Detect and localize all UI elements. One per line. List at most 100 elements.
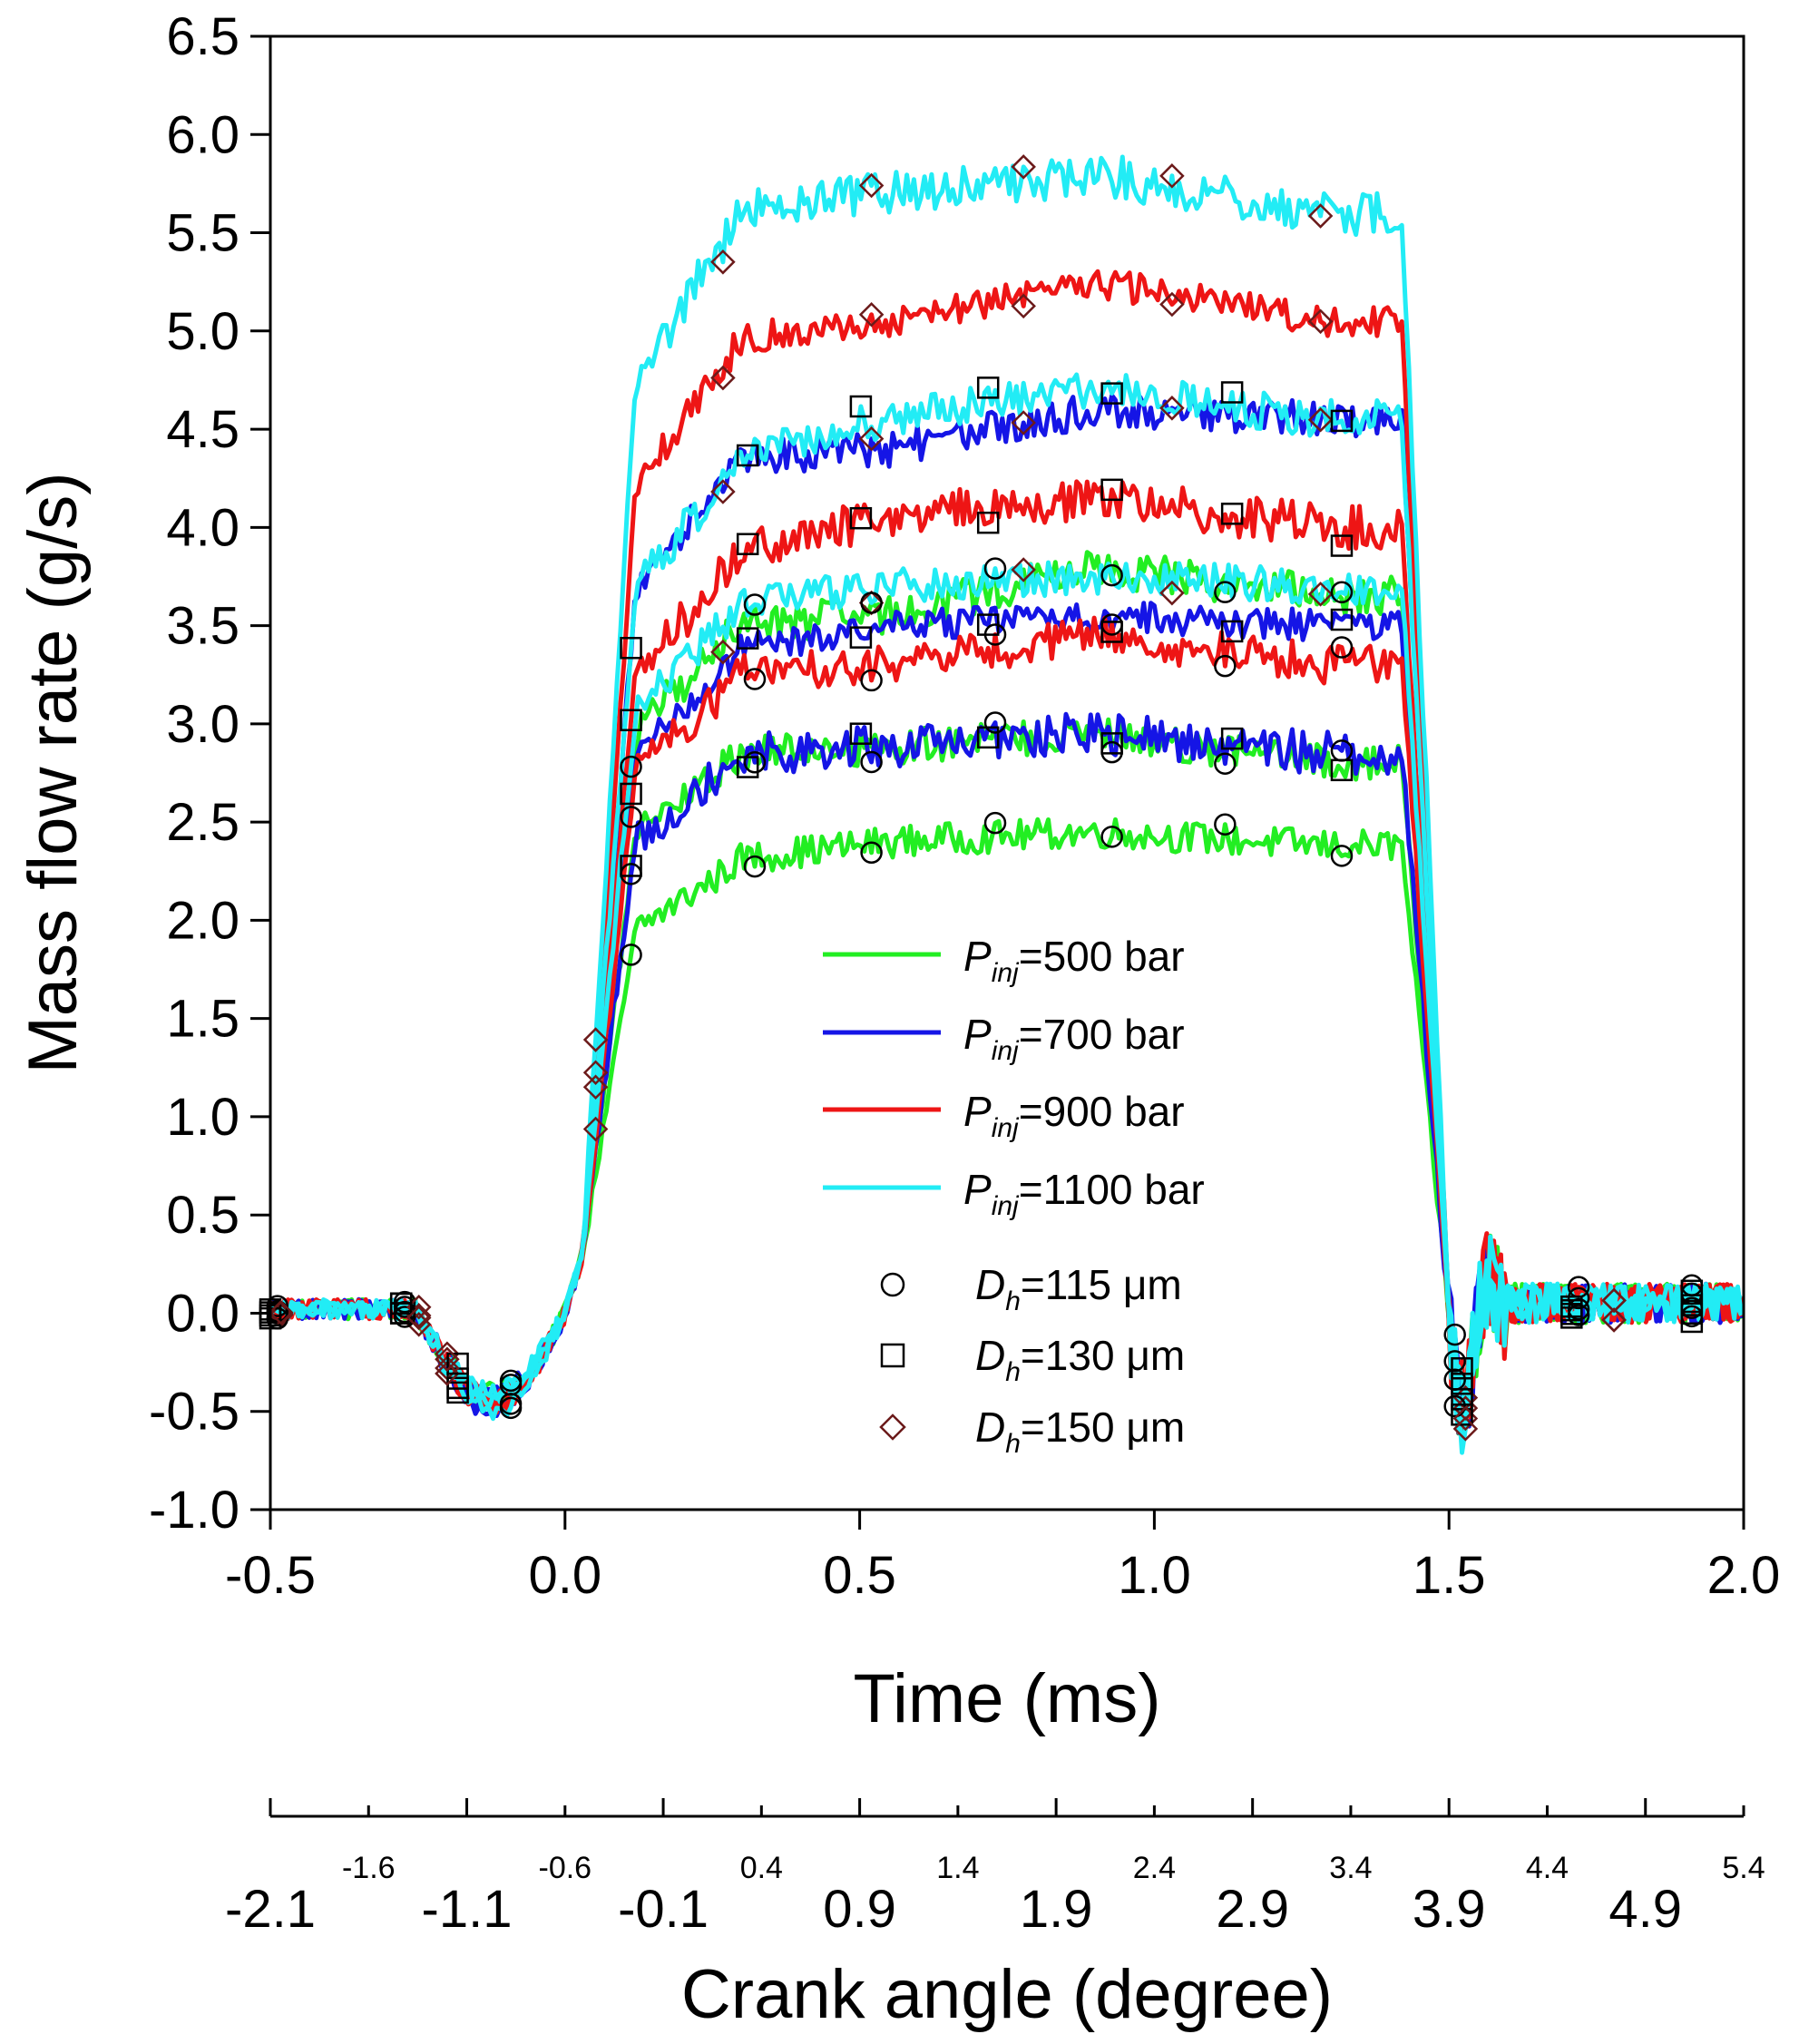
- diamond-marker: [582, 1116, 609, 1142]
- circle-marker: [1443, 1368, 1466, 1391]
- legend: Pinj=500 bar Pinj=700 bar Pinj=900 bar Pinj…: [823, 933, 1205, 1459]
- square-marker: [446, 1352, 469, 1375]
- crank-minor-label: 0.4: [740, 1851, 783, 1885]
- square-marker: [849, 506, 873, 530]
- crank-minor-label: 4.4: [1526, 1851, 1569, 1885]
- y-tick-label: 5.0: [166, 302, 240, 361]
- circle-marker: [860, 750, 883, 774]
- circle-marker: [983, 557, 1007, 580]
- diamond-marker: [1601, 1307, 1627, 1333]
- y-tick-label: 0.5: [166, 1186, 240, 1245]
- circle-marker: [1330, 636, 1354, 659]
- circle-marker: [499, 1396, 523, 1420]
- y-tick-label: -0.5: [149, 1383, 240, 1442]
- x-tick-label: -0.5: [225, 1546, 316, 1605]
- series-line: [269, 269, 1744, 1440]
- circle-marker: [743, 593, 767, 616]
- diamond-marker: [1011, 154, 1036, 180]
- y-axis-label: Mass flow rate (g/s): [15, 472, 92, 1073]
- circle-marker: [1443, 1394, 1466, 1418]
- y-tick-label: 4.5: [166, 400, 240, 459]
- legend-line-label: Pinj=700 bar: [963, 1011, 1185, 1066]
- legend-diamond-icon: [879, 1413, 906, 1441]
- circle-marker: [393, 1290, 416, 1314]
- square-marker: [976, 377, 1000, 399]
- diamond-marker: [858, 172, 885, 199]
- circle-marker: [983, 711, 1007, 734]
- legend-square-icon: [880, 1343, 905, 1368]
- y-tick-label: 4.0: [166, 498, 240, 557]
- square-marker: [1220, 727, 1244, 750]
- circle-marker: [743, 751, 767, 774]
- square-marker: [976, 511, 1000, 534]
- circle-marker: [499, 1374, 523, 1396]
- square-marker: [389, 1292, 413, 1315]
- circle-marker: [860, 592, 883, 614]
- diamond-marker: [1307, 406, 1334, 433]
- y-tick-label: 5.5: [166, 204, 240, 263]
- circle-marker: [1443, 1323, 1466, 1346]
- diamond-marker: [1307, 582, 1334, 607]
- diamond-marker: [1601, 1287, 1627, 1314]
- y-tick-label: 3.5: [166, 597, 240, 656]
- crank-minor-label: 2.4: [1133, 1851, 1176, 1885]
- circle-marker: [1214, 581, 1237, 603]
- diamond-marker: [710, 365, 736, 391]
- circle-marker: [1567, 1304, 1590, 1326]
- circle-marker: [1214, 654, 1237, 678]
- diamond-marker: [710, 639, 736, 665]
- crank-major-label: -1.1: [422, 1880, 513, 1939]
- y-tick-label: 2.0: [166, 891, 240, 950]
- crank-minor-label: 1.4: [936, 1851, 979, 1885]
- series-line: [268, 393, 1744, 1424]
- crank-major-label: 4.9: [1608, 1880, 1682, 1939]
- square-marker: [736, 533, 759, 555]
- y-tick-label: 6.0: [166, 105, 240, 164]
- legend-line-label: Pinj=1100 bar: [963, 1166, 1205, 1221]
- diamond-marker: [1452, 1416, 1479, 1442]
- square-marker: [1100, 382, 1123, 405]
- crank-major-label: -2.1: [225, 1880, 316, 1939]
- diamond-marker: [582, 1074, 609, 1100]
- plot-markers: [259, 154, 1704, 1442]
- square-marker: [849, 395, 873, 418]
- circle-marker: [620, 863, 642, 885]
- square-marker: [1680, 1279, 1704, 1303]
- circle-marker: [860, 841, 883, 865]
- plot-frame: [269, 34, 1745, 1511]
- diamond-marker: [582, 1027, 609, 1052]
- x-tick-label: 1.5: [1413, 1546, 1486, 1605]
- circle-marker: [1330, 739, 1354, 762]
- legend-marker-label: Dh=150 μm: [975, 1403, 1185, 1459]
- x-tick-label: 1.0: [1118, 1546, 1191, 1605]
- square-marker: [620, 855, 642, 877]
- y-tick-label: 1.5: [166, 990, 240, 1049]
- square-marker: [620, 709, 642, 732]
- diamond-marker: [435, 1346, 460, 1373]
- crank-minor-label: -0.6: [539, 1851, 592, 1885]
- square-marker: [446, 1376, 469, 1400]
- square-marker: [736, 444, 759, 467]
- legend-marker-label: Dh=115 μm: [975, 1261, 1182, 1316]
- crank-minor-label: 5.4: [1722, 1851, 1765, 1885]
- diamond-marker: [435, 1361, 460, 1386]
- circle-marker: [1330, 581, 1354, 604]
- legend-marker-label: Dh=130 μm: [975, 1332, 1185, 1387]
- square-marker: [620, 637, 642, 660]
- circle-marker: [1100, 613, 1123, 636]
- x-axis: -0.5 0.0 0.5 1.0 1.5 2.0: [225, 1510, 1780, 1605]
- circle-marker: [1214, 813, 1237, 836]
- y-tick-label: 3.0: [166, 695, 240, 754]
- square-marker: [1451, 1388, 1473, 1411]
- circle-marker: [1443, 1350, 1466, 1373]
- circle-marker: [1100, 740, 1123, 764]
- series-line: [268, 154, 1744, 1455]
- square-marker: [1100, 621, 1123, 643]
- y-tick-label: -1.0: [149, 1481, 240, 1540]
- plot-lines: [268, 154, 1744, 1455]
- y-tick-label: 1.0: [166, 1088, 240, 1147]
- circle-marker: [620, 944, 642, 966]
- legend-line-label: Pinj=900 bar: [963, 1088, 1185, 1143]
- circle-marker: [620, 806, 642, 828]
